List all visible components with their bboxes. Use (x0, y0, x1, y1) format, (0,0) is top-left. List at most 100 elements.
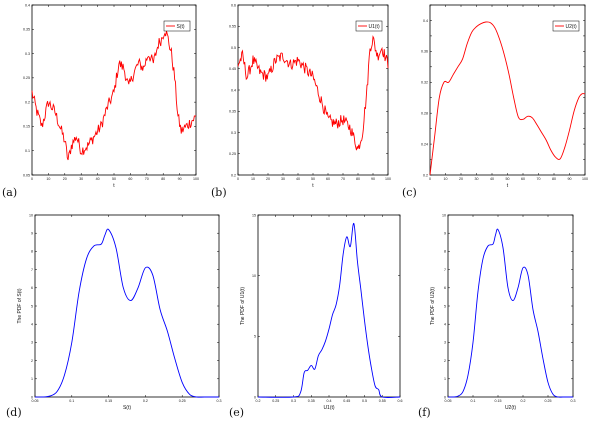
x-tick-label: 0.25 (272, 399, 279, 403)
x-tick-label: 10 (444, 177, 448, 181)
y-tick-label: 6 (31, 286, 33, 290)
y-tick-label: 0.24 (421, 142, 428, 146)
y-tick-label: 0.28 (421, 111, 428, 115)
x-tick-label: 0.4 (327, 399, 332, 403)
y-axis-label: The PDF of U1(t) (240, 287, 246, 325)
y-tick-label: 0.3 (25, 52, 30, 56)
y-tick-label: 0.35 (229, 110, 236, 114)
x-tick-label: 100 (385, 177, 391, 181)
y-tick-label: 9 (444, 232, 446, 236)
panel-label: (d) (6, 406, 22, 419)
legend-label: U1(t) (369, 24, 380, 30)
x-tick-label: 80 (356, 177, 360, 181)
x-tick-label: 0.15 (495, 399, 502, 403)
y-tick-label: 9 (31, 232, 33, 236)
axes-box (429, 4, 586, 176)
panel-a: 0 10 20 30 40 50 60 70 80 90 100 0.05 0.1 0.15 0.2 0.25… (2, 3, 199, 199)
y-tick-label: 4 (31, 323, 33, 327)
x-tick-label: 0.25 (545, 399, 552, 403)
y-tick-label: 7 (31, 268, 33, 272)
x-tick-label: 0.2 (521, 399, 526, 403)
x-tick-label: 0.15 (105, 399, 112, 403)
y-tick-label: 0.45 (229, 67, 236, 71)
y-tick-label: 0.25 (229, 152, 236, 156)
x-tick-label: 0.55 (379, 399, 386, 403)
x-tick-label: 50 (311, 177, 315, 181)
panel-b: 0 10 20 30 40 50 60 70 80 90 100 0.2 0.25 0.3 0.35 0.4 0… (211, 3, 391, 199)
series-line (447, 228, 573, 398)
x-axis-label: U2(t) (505, 405, 516, 411)
x-tick-label: 20 (266, 177, 270, 181)
x-axis-label: t (507, 183, 509, 189)
y-tick-label: 7 (444, 268, 446, 272)
x-tick-label: 0.35 (308, 399, 315, 403)
y-tick-label: 0.05 (23, 173, 30, 177)
panel-label: (c) (402, 186, 417, 199)
x-tick-label: 0.3 (217, 399, 222, 403)
y-tick-label: 5 (31, 304, 33, 308)
x-tick-label: 0.25 (179, 399, 186, 403)
series-line (429, 21, 586, 176)
y-tick-label: 0.1 (25, 149, 30, 153)
x-tick-label: 0 (429, 177, 431, 181)
x-tick-label: 10 (251, 177, 255, 181)
y-tick-label: 0.3 (231, 131, 236, 135)
y-tick-label: 0.2 (423, 173, 428, 177)
x-axis-label: t (113, 183, 115, 189)
y-tick-label: 0.5 (231, 46, 236, 50)
x-tick-label: 20 (459, 177, 463, 181)
legend: S(t) (163, 20, 191, 32)
y-tick-label: 0.35 (23, 28, 30, 32)
x-tick-label: 100 (582, 177, 588, 181)
y-tick-label: 0.2 (231, 173, 236, 177)
legend-box (163, 20, 191, 32)
x-tick-label: 30 (281, 177, 285, 181)
y-tick-label: 8 (444, 250, 446, 254)
y-tick-label: 2 (31, 359, 33, 363)
y-tick-label: 0.4 (423, 19, 428, 23)
legend-label: S(t) (177, 24, 185, 30)
x-tick-label: 40 (490, 177, 494, 181)
x-tick-label: 0 (31, 177, 33, 181)
legend: U2(t) (552, 20, 580, 32)
x-tick-label: 50 (506, 177, 510, 181)
y-tick-label: 0.4 (25, 3, 30, 7)
x-tick-label: 80 (161, 177, 165, 181)
y-tick-label: 10 (29, 213, 33, 217)
y-tick-label: 0.15 (23, 125, 30, 129)
y-tick-label: 5 (444, 304, 446, 308)
y-tick-label: 0.2 (25, 100, 30, 104)
panel-c: 0 10 20 30 40 50 60 70 80 90 100 0.2 0.24 0.28 0.32 0.3… (402, 4, 588, 199)
y-axis-label: The PDF of S(t) (17, 288, 23, 323)
y-tick-label: 0.55 (229, 25, 236, 29)
x-tick-label: 0.3 (291, 399, 296, 403)
series-line (34, 228, 219, 398)
series-line (237, 35, 389, 151)
y-tick-label: 5 (254, 335, 256, 339)
y-tick-label: 0 (254, 395, 256, 399)
y-tick-label: 0 (444, 395, 446, 399)
panel-label: (a) (2, 186, 17, 199)
x-tick-label: 0.1 (471, 399, 476, 403)
x-axis-label: t (312, 183, 314, 189)
x-tick-label: 0.6 (398, 399, 403, 403)
x-tick-label: 30 (79, 177, 83, 181)
y-tick-label: 0 (31, 395, 33, 399)
y-tick-label: 0.6 (231, 3, 236, 7)
series-line (257, 223, 401, 398)
x-tick-label: 40 (96, 177, 100, 181)
legend-box (355, 20, 383, 32)
x-tick-label: 0.05 (445, 399, 452, 403)
legend-box (552, 20, 580, 32)
y-tick-label: 6 (444, 286, 446, 290)
y-tick-label: 10 (442, 213, 446, 217)
x-tick-label: 40 (296, 177, 300, 181)
x-axis-label: S(t) (123, 405, 131, 411)
y-tick-label: 0.4 (231, 88, 236, 92)
y-tick-label: 0.25 (23, 76, 30, 80)
x-tick-label: 30 (475, 177, 479, 181)
x-tick-label: 90 (568, 177, 572, 181)
x-tick-label: 80 (552, 177, 556, 181)
panel-label: (f) (418, 406, 431, 419)
